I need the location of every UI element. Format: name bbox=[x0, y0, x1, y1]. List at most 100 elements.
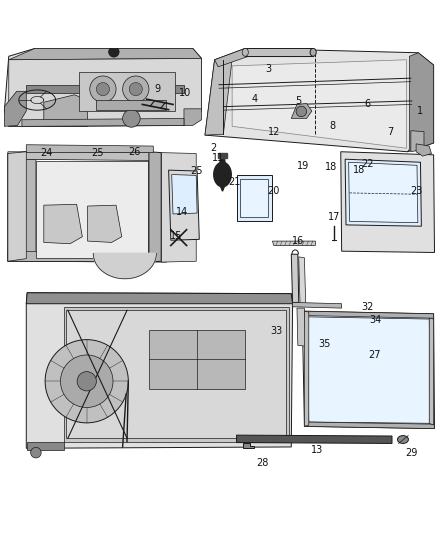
Text: 17: 17 bbox=[328, 213, 340, 222]
Polygon shape bbox=[232, 60, 406, 148]
Text: 5: 5 bbox=[295, 96, 301, 106]
Circle shape bbox=[296, 106, 307, 117]
Text: 20: 20 bbox=[267, 186, 279, 196]
Polygon shape bbox=[36, 161, 148, 258]
Text: 7: 7 bbox=[387, 127, 393, 136]
Text: 13: 13 bbox=[311, 446, 324, 456]
Text: 15: 15 bbox=[170, 231, 182, 241]
Circle shape bbox=[123, 76, 149, 102]
Text: 3: 3 bbox=[265, 64, 271, 75]
Text: 25: 25 bbox=[91, 148, 103, 158]
Text: 32: 32 bbox=[362, 302, 374, 312]
Polygon shape bbox=[44, 95, 88, 126]
Text: 29: 29 bbox=[406, 448, 418, 458]
Text: 22: 22 bbox=[362, 159, 374, 169]
Text: 28: 28 bbox=[257, 458, 269, 468]
Text: 16: 16 bbox=[292, 236, 304, 246]
Polygon shape bbox=[169, 170, 199, 240]
Text: 1: 1 bbox=[417, 106, 424, 116]
Polygon shape bbox=[237, 175, 272, 221]
Polygon shape bbox=[4, 49, 201, 126]
Polygon shape bbox=[349, 162, 418, 223]
Text: 18: 18 bbox=[325, 161, 337, 172]
Polygon shape bbox=[9, 59, 201, 126]
Polygon shape bbox=[291, 103, 312, 118]
Polygon shape bbox=[302, 311, 434, 429]
Text: 26: 26 bbox=[129, 147, 141, 157]
Polygon shape bbox=[416, 144, 431, 156]
Polygon shape bbox=[25, 152, 36, 259]
Polygon shape bbox=[149, 152, 161, 262]
Text: 24: 24 bbox=[40, 149, 52, 158]
Polygon shape bbox=[429, 318, 434, 425]
Polygon shape bbox=[243, 442, 254, 448]
Circle shape bbox=[60, 355, 113, 408]
Polygon shape bbox=[293, 302, 342, 308]
Text: 33: 33 bbox=[271, 326, 283, 336]
Polygon shape bbox=[304, 422, 434, 429]
Polygon shape bbox=[27, 442, 64, 449]
Text: 11: 11 bbox=[212, 153, 224, 163]
Polygon shape bbox=[161, 152, 196, 262]
Text: 25: 25 bbox=[190, 166, 202, 176]
Polygon shape bbox=[218, 154, 227, 158]
Ellipse shape bbox=[398, 435, 409, 443]
Polygon shape bbox=[304, 311, 309, 426]
Polygon shape bbox=[345, 159, 421, 226]
Text: 23: 23 bbox=[410, 186, 422, 196]
Text: 34: 34 bbox=[370, 315, 382, 325]
Polygon shape bbox=[299, 257, 306, 305]
Circle shape bbox=[109, 46, 119, 57]
Polygon shape bbox=[240, 179, 268, 217]
Polygon shape bbox=[214, 162, 231, 187]
Text: 4: 4 bbox=[252, 94, 258, 104]
Circle shape bbox=[31, 447, 41, 458]
Text: 12: 12 bbox=[268, 127, 280, 136]
Polygon shape bbox=[411, 131, 424, 152]
Polygon shape bbox=[9, 49, 201, 60]
Text: 8: 8 bbox=[330, 122, 336, 131]
Polygon shape bbox=[184, 109, 201, 125]
Polygon shape bbox=[272, 241, 315, 246]
Circle shape bbox=[45, 340, 128, 423]
Polygon shape bbox=[237, 435, 392, 443]
Polygon shape bbox=[205, 49, 434, 152]
Polygon shape bbox=[26, 85, 184, 93]
Circle shape bbox=[77, 372, 96, 391]
Text: 27: 27 bbox=[368, 350, 381, 360]
Circle shape bbox=[129, 83, 142, 96]
Polygon shape bbox=[297, 308, 306, 346]
Polygon shape bbox=[8, 152, 26, 261]
Polygon shape bbox=[245, 49, 313, 56]
Polygon shape bbox=[35, 160, 149, 258]
Circle shape bbox=[90, 76, 116, 102]
Polygon shape bbox=[93, 253, 156, 279]
Polygon shape bbox=[26, 145, 153, 152]
Polygon shape bbox=[8, 251, 166, 262]
Polygon shape bbox=[307, 317, 430, 423]
Circle shape bbox=[123, 110, 140, 127]
Text: 2: 2 bbox=[211, 143, 217, 154]
Polygon shape bbox=[304, 311, 434, 318]
Polygon shape bbox=[64, 307, 289, 442]
Polygon shape bbox=[22, 118, 184, 126]
Polygon shape bbox=[44, 204, 82, 244]
Polygon shape bbox=[149, 330, 245, 389]
Text: 10: 10 bbox=[179, 88, 191, 99]
Polygon shape bbox=[26, 293, 293, 448]
Polygon shape bbox=[341, 152, 434, 253]
Polygon shape bbox=[172, 174, 197, 214]
Text: 21: 21 bbox=[228, 177, 240, 187]
Polygon shape bbox=[88, 205, 122, 243]
Polygon shape bbox=[8, 152, 153, 160]
Polygon shape bbox=[407, 53, 434, 152]
Polygon shape bbox=[96, 100, 166, 110]
Text: 35: 35 bbox=[318, 340, 330, 350]
Polygon shape bbox=[79, 71, 175, 111]
Polygon shape bbox=[66, 310, 286, 438]
Text: 19: 19 bbox=[297, 161, 309, 171]
Circle shape bbox=[96, 83, 110, 96]
Text: 6: 6 bbox=[365, 99, 371, 109]
Ellipse shape bbox=[242, 49, 248, 56]
Polygon shape bbox=[26, 293, 293, 304]
